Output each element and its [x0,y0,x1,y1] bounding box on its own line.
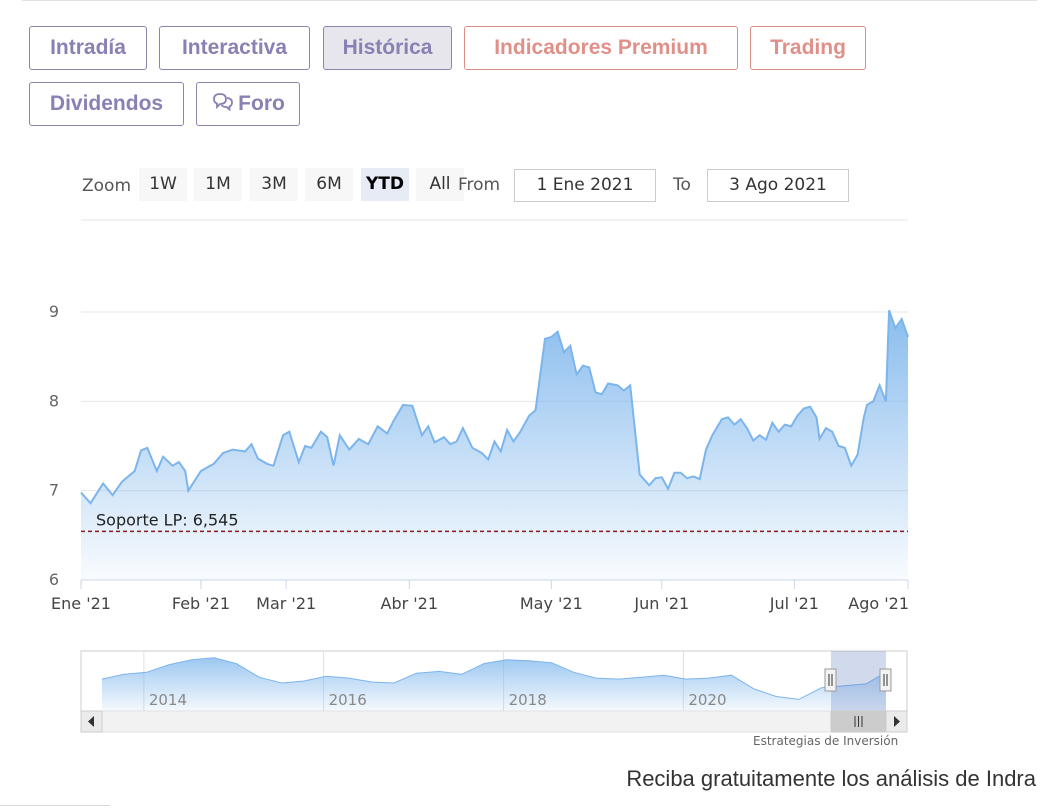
zoom-3m-button[interactable]: 3M [250,168,298,201]
zoom-1m-button[interactable]: 1M [194,168,242,201]
y-tick-label: 7 [49,481,59,500]
navigator-selection[interactable] [831,651,886,711]
chart-credits[interactable]: Estrategias de Inversión [753,734,899,748]
tab-intradia[interactable]: Intradía [29,26,147,70]
tab-historica[interactable]: Histórica [323,26,452,70]
x-tick-label: Jul '21 [769,594,819,613]
tab-dividendos[interactable]: Dividendos [29,82,184,126]
price-chart: 6 7 8 9 Soporte LP: 6,545 Ene '21 Feb '21 Mar… [49,219,909,733]
arrow-right-icon [894,716,900,727]
navigator-right-handle[interactable] [879,668,892,692]
navigator-tick-label: 2018 [509,691,547,709]
support-line-label: Soporte LP: 6,545 [96,510,239,529]
tab-indicadores-premium[interactable]: Indicadores Premium [464,26,738,70]
chat-bubbles-icon [211,86,235,128]
grip-icon [854,716,863,727]
zoom-all-button[interactable]: All [416,168,464,201]
zoom-1w-button[interactable]: 1W [139,168,187,201]
bottom-rule [0,805,110,806]
x-tick-label: Mar '21 [256,594,316,613]
navigator-tick-label: 2016 [329,691,367,709]
from-date-input[interactable]: 1 Ene 2021 [514,169,656,202]
zoom-label: Zoom [82,176,132,196]
zoom-ytd-button[interactable]: YTD [361,168,409,201]
x-tick-label: Feb '21 [172,594,230,613]
zoom-6m-button[interactable]: 6M [305,168,353,201]
x-tick-label: Ago '21 [848,594,909,613]
promo-text: Reciba gratuitamente los análisis de Ind… [626,766,1036,791]
to-label: To [673,175,691,195]
x-tick-label: May '21 [520,594,583,613]
price-line [80,309,909,505]
y-tick-label: 8 [49,391,59,410]
x-tick-label: Jun '21 [633,594,689,613]
navigator-tick-label: 2014 [149,691,187,709]
to-date-input[interactable]: 3 Ago 2021 [707,169,849,202]
y-tick-label: 6 [49,570,59,589]
y-tick-label: 9 [49,302,59,321]
x-tick-label: Ene '21 [51,594,111,613]
navigator-area [102,657,886,711]
price-area [81,310,908,580]
navigator-left-handle[interactable] [824,668,837,692]
navigator-line [101,657,887,700]
scrollbar-track[interactable] [80,710,908,733]
tab-foro[interactable]: Foro [196,82,300,126]
top-divider [22,0,1037,1]
from-label: From [458,175,501,195]
x-tick-label: Abr '21 [381,594,439,613]
arrow-left-icon [88,716,94,727]
tab-trading[interactable]: Trading [750,26,866,70]
navigator-tick-label: 2020 [688,691,726,709]
tab-interactiva[interactable]: Interactiva [159,26,310,70]
